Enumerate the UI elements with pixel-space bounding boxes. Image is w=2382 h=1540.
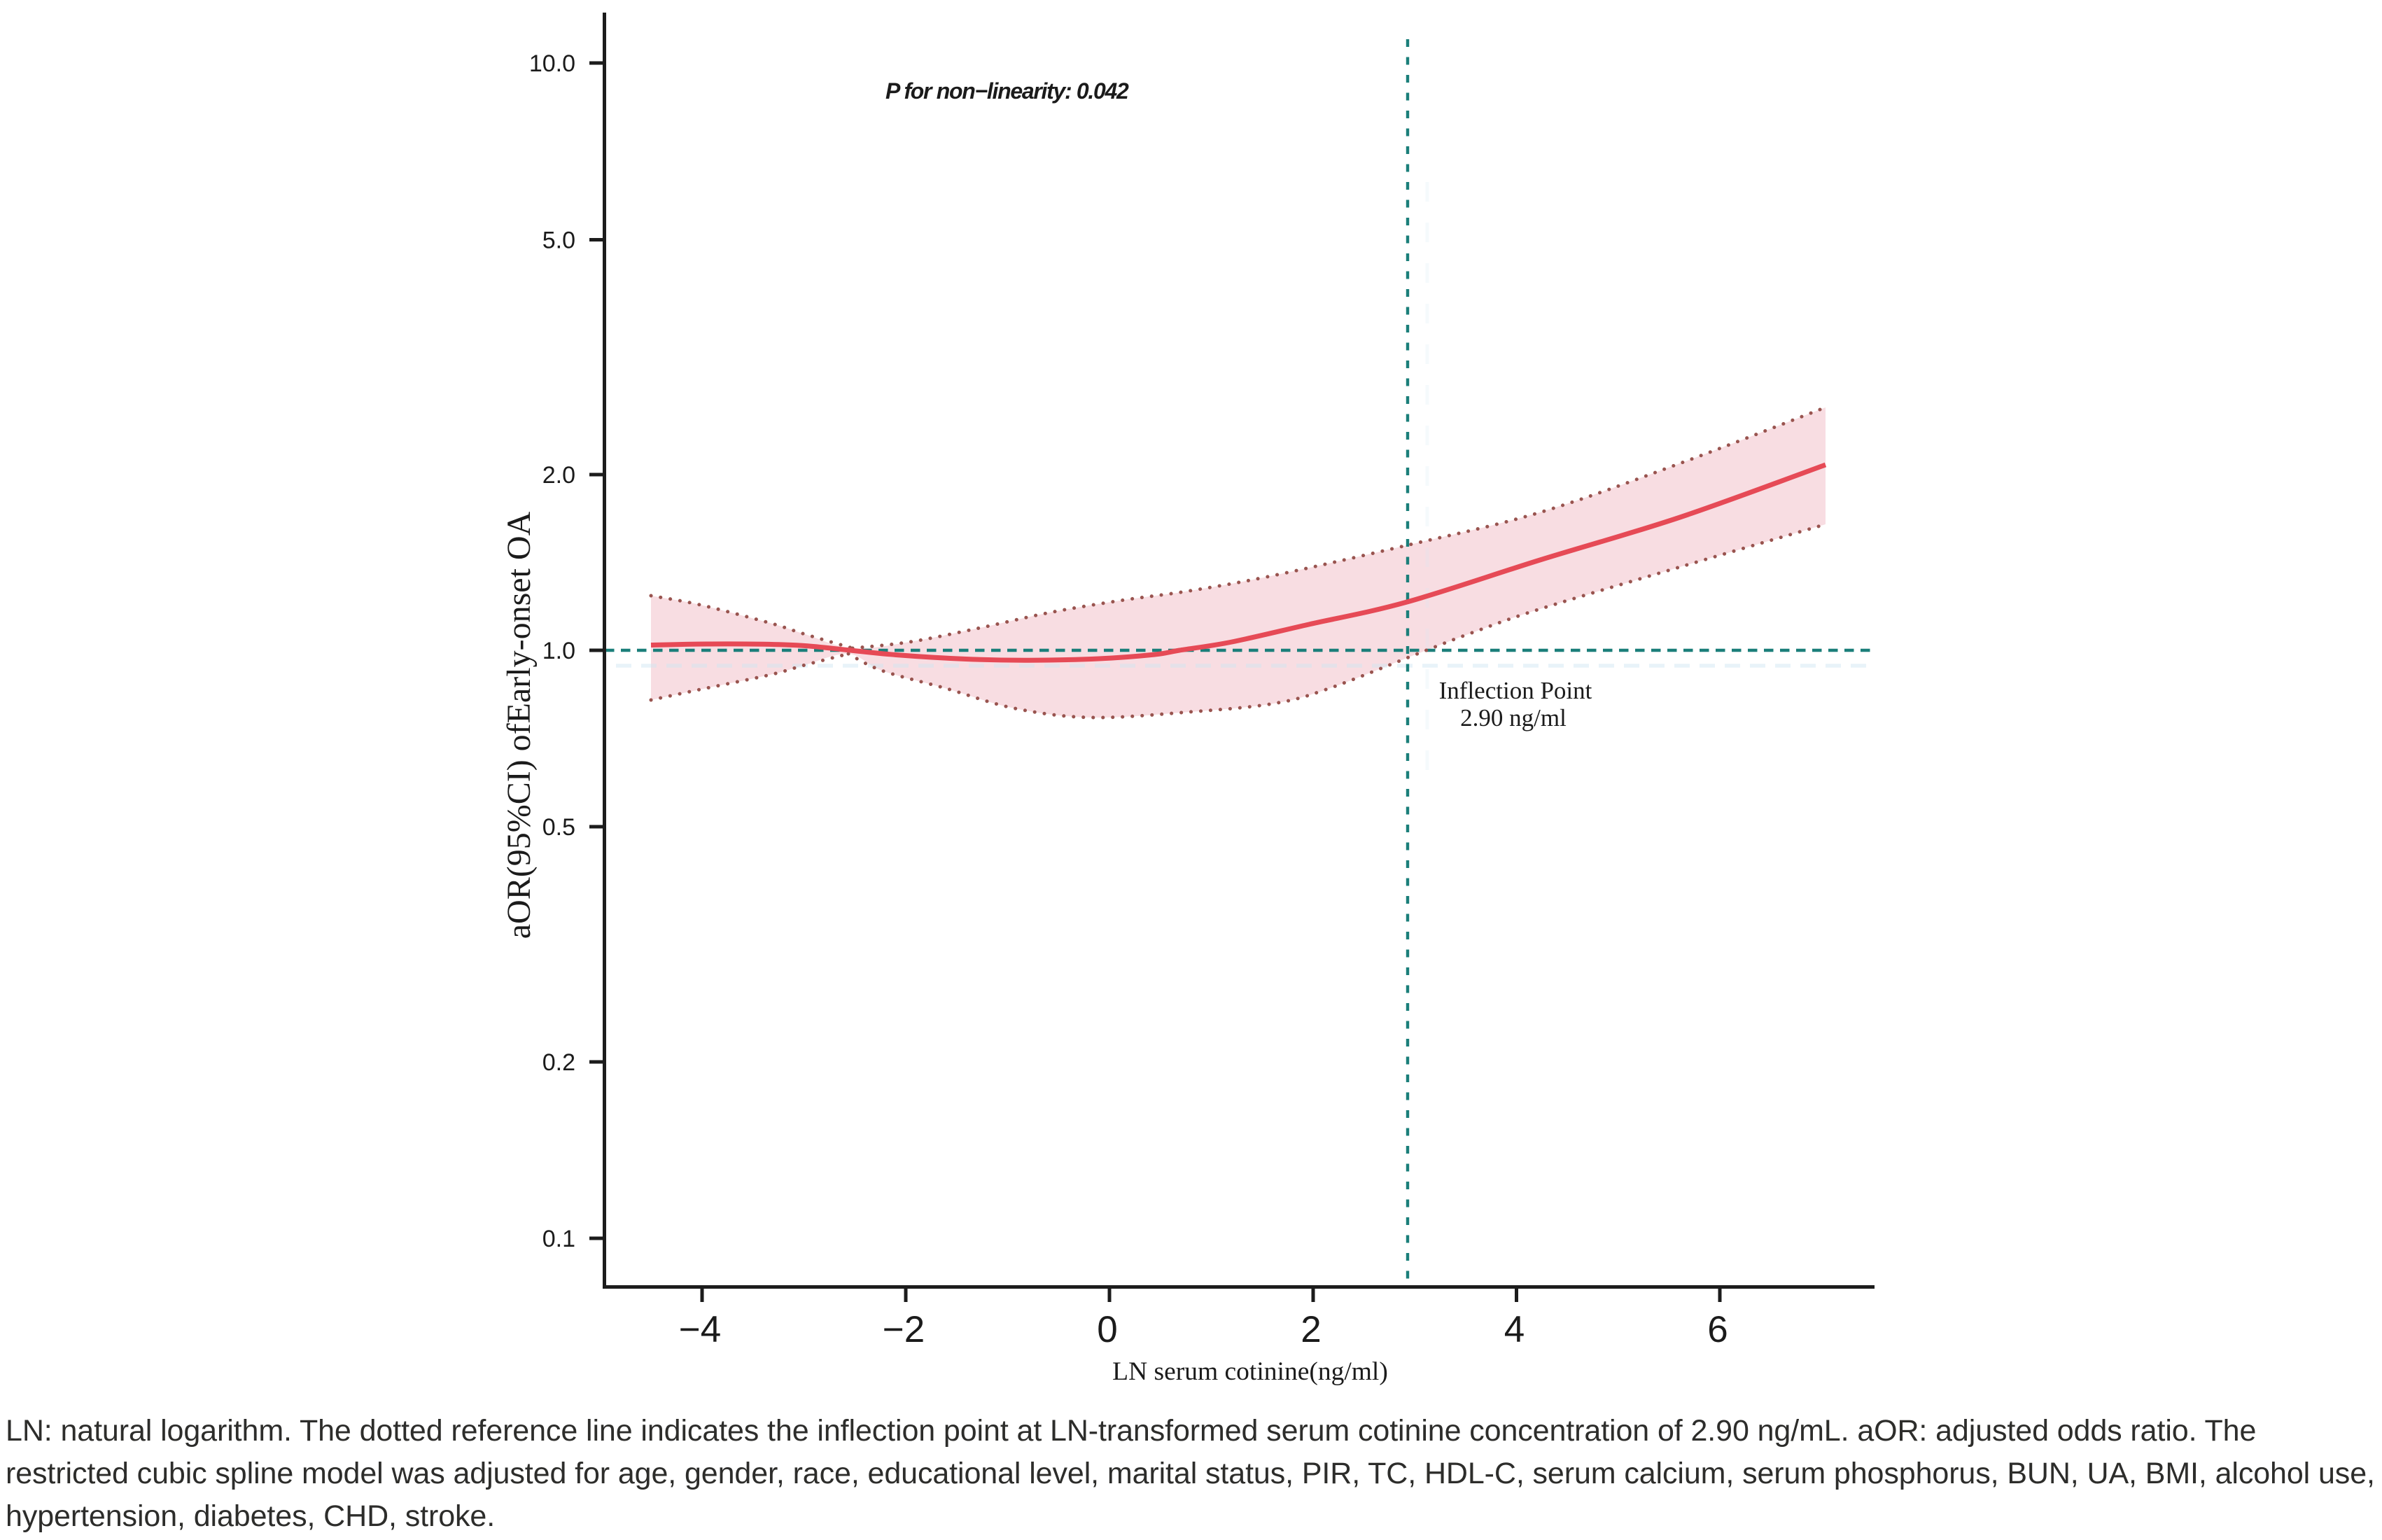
svg-text:10.0: 10.0 [529, 50, 575, 77]
svg-text:6: 6 [1707, 1309, 1728, 1350]
svg-text:−4: −4 [679, 1309, 721, 1350]
svg-text:0.1: 0.1 [542, 1226, 575, 1252]
svg-text:2.90 ng/ml: 2.90 ng/ml [1460, 704, 1567, 732]
svg-text:5.0: 5.0 [542, 227, 575, 254]
svg-text:0.5: 0.5 [542, 814, 575, 841]
svg-text:2: 2 [1301, 1309, 1321, 1350]
svg-text:2.0: 2.0 [542, 462, 575, 489]
svg-text:1.0: 1.0 [542, 638, 575, 664]
svg-text:P for non−linearity: 0.042: P for non−linearity: 0.042 [885, 78, 1129, 104]
svg-text:0: 0 [1097, 1309, 1117, 1350]
svg-text:aOR(95%CI) ofEarly-onset OA: aOR(95%CI) ofEarly-onset OA [500, 511, 538, 939]
svg-text:0.2: 0.2 [542, 1049, 575, 1076]
svg-text:LN serum cotinine(ng/ml): LN serum cotinine(ng/ml) [1112, 1357, 1388, 1386]
svg-text:−2: −2 [883, 1309, 925, 1350]
svg-text:4: 4 [1504, 1309, 1525, 1350]
svg-text:Inflection Point: Inflection Point [1439, 677, 1592, 704]
